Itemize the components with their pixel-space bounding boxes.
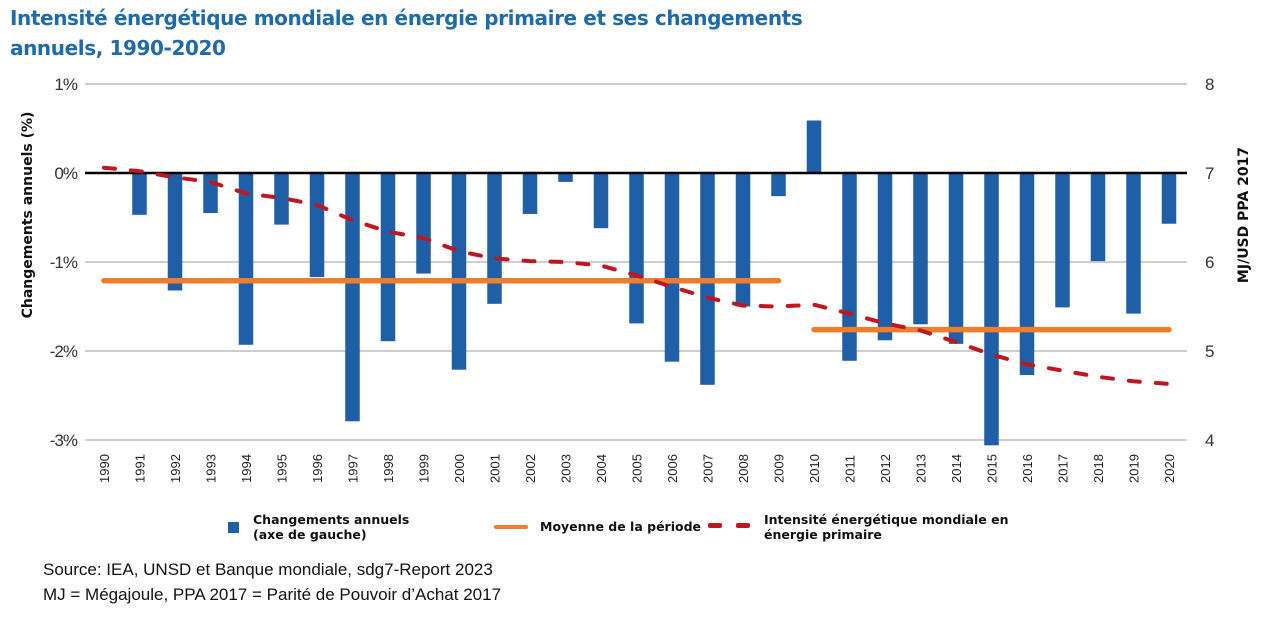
- x-axis-tick-label: 2009: [772, 454, 787, 483]
- x-axis-tick-label: 1994: [239, 454, 254, 483]
- x-axis-tick-label: 2005: [630, 454, 645, 483]
- x-axis-tick-label: 1995: [275, 454, 290, 483]
- right-axis-tick-label: 5: [1205, 342, 1214, 361]
- bar-1998: [380, 173, 396, 342]
- bar-2014: [948, 173, 964, 344]
- bar-1996: [309, 173, 325, 278]
- bar-2002: [522, 173, 538, 214]
- legend-solid-line-swatch-icon: [494, 525, 528, 529]
- left-axis-tick-label: -3%: [50, 431, 78, 450]
- left-axis-tick-label: -2%: [50, 342, 78, 361]
- x-axis-ticks: 1990 1991 1992 1993 1994 1995 1996 1997 1998 1999…: [97, 454, 1177, 483]
- x-axis-tick-label: 2001: [488, 454, 503, 483]
- bar-1995: [274, 173, 289, 225]
- legend-item-average: Moyenne de la période: [494, 512, 701, 534]
- bar-2020: [1161, 173, 1177, 224]
- source-note: Source: IEA, UNSD et Banque mondiale, sd…: [43, 557, 501, 607]
- bar-2013: [913, 173, 928, 325]
- bar-2001: [487, 173, 502, 304]
- source-text: Source: IEA, UNSD et Banque mondiale, sd…: [43, 560, 493, 579]
- x-axis-tick-label: 1997: [346, 454, 361, 483]
- x-axis-tick-label: 1992: [168, 454, 183, 483]
- bar-2011: [842, 173, 857, 361]
- x-axis-tick-label: 2013: [914, 454, 929, 483]
- bar-2018: [1090, 173, 1106, 262]
- bar-series: [132, 120, 1177, 446]
- x-axis-tick-label: 2006: [665, 454, 680, 483]
- legend-bars-label-2: (axe de gauche): [253, 527, 367, 542]
- right-axis-tick-label: 7: [1205, 164, 1214, 183]
- bar-1991: [132, 173, 147, 215]
- x-axis-tick-label: 2004: [594, 454, 609, 483]
- x-axis-tick-label: 2003: [559, 454, 574, 483]
- bar-2003: [558, 173, 573, 182]
- left-axis-tick-label: -1%: [50, 253, 78, 272]
- bar-2016: [1019, 173, 1035, 376]
- legend-bars-label-1: Changements annuels: [253, 512, 410, 527]
- bar-2008: [735, 173, 751, 307]
- bar-2000: [451, 173, 467, 370]
- x-axis-tick-label: 1999: [417, 454, 432, 483]
- x-axis-tick-label: 1998: [381, 454, 396, 483]
- x-axis-tick-label: 2020: [1162, 454, 1177, 483]
- left-axis-ticks: 1% 0% -1% -2% -3%: [50, 75, 79, 450]
- left-axis-tick-label: 1%: [54, 75, 77, 94]
- chart-area: 1% 0% -1% -2% -3% 8 7 6 5 4 1990 1991 1992 1993 1994…: [20, 75, 1252, 483]
- x-axis-tick-label: 1996: [310, 454, 325, 483]
- bar-2017: [1055, 173, 1070, 308]
- right-axis-tick-label: 8: [1205, 75, 1214, 94]
- x-axis-tick-label: 1990: [97, 454, 112, 483]
- x-axis-tick-label: 2016: [1020, 454, 1035, 483]
- bar-2005: [629, 173, 644, 324]
- x-axis-tick-label: 2008: [736, 454, 751, 483]
- right-axis-title: MJ/USD PPA 2017: [1236, 147, 1252, 283]
- legend-item-bars: Changements annuels (axe de gauche): [228, 512, 409, 542]
- x-axis-tick-label: 2012: [878, 454, 893, 483]
- gridlines: [85, 83, 1187, 441]
- x-axis-tick-label: 1993: [204, 454, 219, 483]
- bar-2006: [664, 173, 680, 362]
- x-axis-tick-label: 2000: [452, 454, 467, 483]
- average-series: [101, 277, 1172, 333]
- legend-bar-swatch-icon: [228, 522, 239, 533]
- x-axis-tick-label: 2007: [701, 454, 716, 483]
- bar-2019: [1126, 173, 1141, 314]
- bar-1992: [167, 173, 183, 291]
- chart-title-line-1: Intensité énergétique mondiale en énergi…: [10, 6, 803, 30]
- chart-title: Intensité énergétique mondiale en énergi…: [10, 3, 910, 63]
- x-axis-tick-label: 1991: [133, 454, 148, 483]
- right-axis-tick-label: 6: [1205, 253, 1214, 272]
- legend-dashed-line-swatch-icon: [708, 523, 750, 529]
- x-axis-tick-label: 2002: [523, 454, 538, 483]
- x-axis-tick-label: 2017: [1056, 454, 1071, 483]
- bar-2015: [984, 173, 999, 446]
- left-axis-tick-label: 0%: [54, 164, 77, 183]
- legend-intensity-label-2: énergie primaire: [764, 527, 882, 542]
- legend-average-label: Moyenne de la période: [540, 519, 702, 534]
- intensity-dashed-line: [102, 165, 1171, 386]
- intensity-line-series: [102, 165, 1171, 386]
- x-axis-tick-label: 2011: [843, 455, 858, 483]
- bar-2009: [771, 173, 786, 197]
- bar-2010: [806, 120, 822, 173]
- chart-title-line-2: annuels, 1990-2020: [10, 36, 226, 60]
- x-axis-tick-label: 2015: [985, 454, 1000, 483]
- bar-2004: [593, 173, 609, 229]
- legend-intensity-label-1: Intensité énergétique mondiale en: [764, 512, 1009, 527]
- left-axis-title: Changements annuels (%): [20, 112, 36, 319]
- right-axis-tick-label: 4: [1205, 431, 1214, 450]
- bar-1999: [416, 173, 431, 274]
- x-axis-tick-label: 2018: [1091, 454, 1106, 483]
- bar-2012: [877, 173, 893, 341]
- bar-1993: [203, 173, 218, 214]
- units-note: MJ = Mégajoule, PPA 2017 = Parité de Pou…: [43, 585, 502, 604]
- bar-1997: [345, 173, 360, 422]
- x-axis-tick-label: 2014: [949, 454, 964, 483]
- bar-1994: [238, 173, 254, 345]
- x-axis-tick-label: 2019: [1127, 454, 1142, 483]
- x-axis-tick-label: 2010: [807, 454, 822, 483]
- legend-item-intensity: Intensité énergétique mondiale en énergi…: [708, 512, 1008, 542]
- right-axis-ticks: 8 7 6 5 4: [1205, 75, 1214, 450]
